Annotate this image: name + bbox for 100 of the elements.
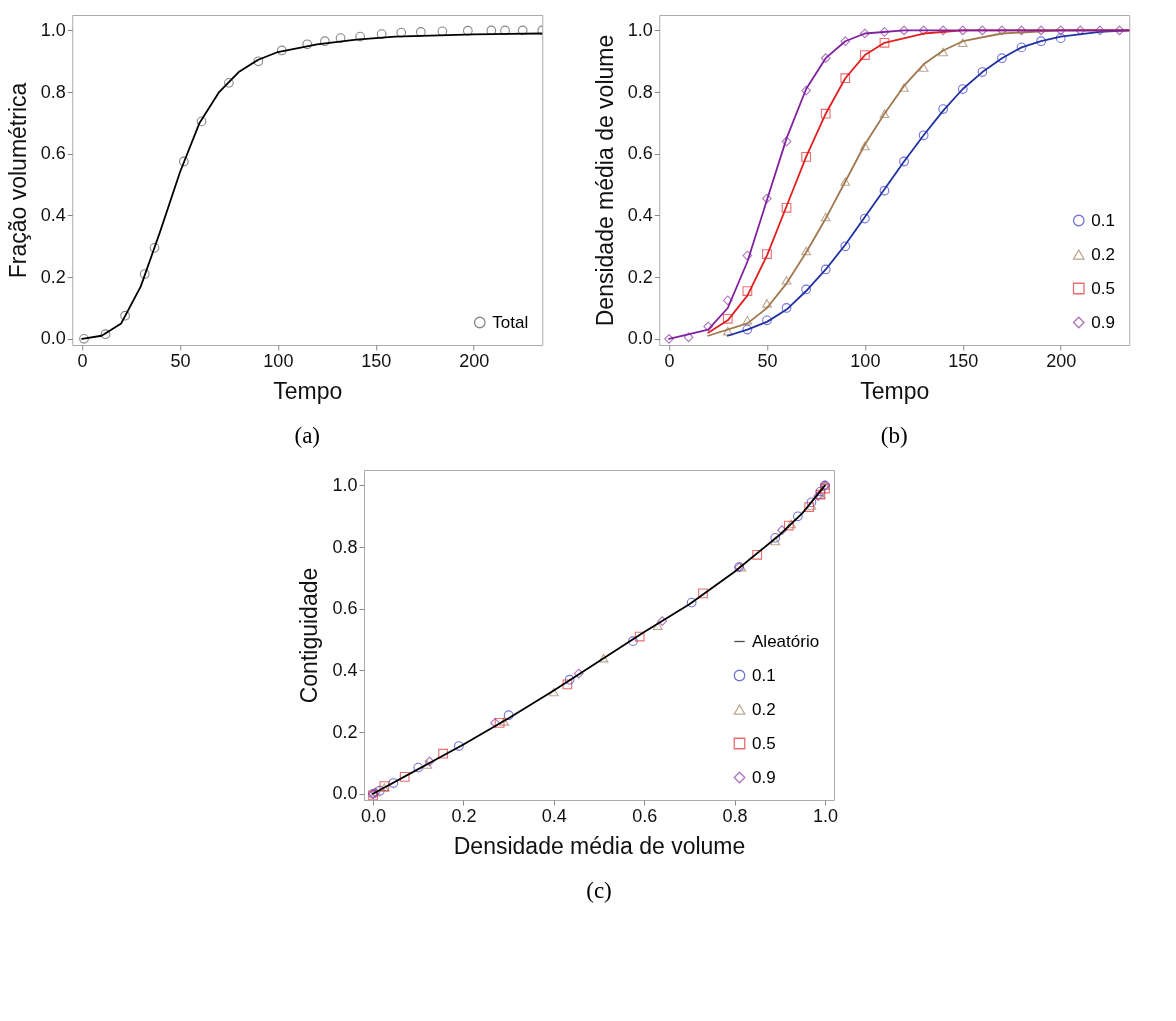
point (415, 27, 426, 37)
x-tick-label: 0.4 (541, 805, 567, 826)
point (486, 25, 497, 36)
point (801, 151, 812, 162)
x-tick-label: 50 (170, 350, 191, 371)
point (302, 39, 313, 50)
point (698, 588, 708, 599)
point (1036, 36, 1047, 47)
point (1114, 25, 1125, 36)
point (977, 67, 988, 77)
point (801, 85, 812, 96)
point (742, 316, 753, 325)
text: (c) (586, 878, 612, 903)
point (253, 56, 264, 67)
point (149, 242, 160, 253)
point (918, 25, 929, 36)
y-tick-label: 0.0 (40, 328, 66, 349)
point (879, 185, 890, 196)
x-tick-label: 0 (77, 350, 88, 371)
point (598, 653, 609, 663)
point (517, 25, 528, 36)
legend-label: 0.1 (1091, 210, 1115, 230)
point (957, 84, 968, 94)
point (742, 286, 753, 296)
point (548, 687, 559, 697)
point (792, 511, 803, 522)
y-tick-label: 0.6 (40, 143, 66, 164)
y-tick-label: 0.2 (40, 266, 66, 287)
y-tick-label: 0.6 (332, 598, 358, 619)
point (820, 108, 831, 119)
point (490, 718, 500, 728)
point (762, 193, 772, 204)
point (938, 25, 949, 36)
point (781, 202, 792, 213)
point (938, 104, 949, 114)
y-tick-label: 0.0 (627, 328, 653, 349)
point (196, 116, 207, 127)
point (820, 212, 831, 222)
x-tick-label: 0.8 (722, 805, 748, 826)
point (100, 329, 111, 340)
point (179, 156, 189, 167)
x-axis-title: Tempo (860, 377, 930, 404)
point (918, 130, 929, 141)
point (335, 33, 346, 43)
point (564, 674, 575, 685)
point (1016, 42, 1027, 53)
point (376, 29, 387, 39)
point (860, 141, 870, 151)
point (762, 249, 772, 259)
point (664, 333, 674, 344)
point (657, 616, 668, 626)
y-tick-label: 1.0 (40, 19, 66, 40)
point (438, 748, 448, 759)
point (703, 321, 714, 332)
point (500, 25, 510, 36)
point (413, 762, 424, 773)
x-axis-title: Densidade média de volume (453, 832, 746, 859)
legend-label: 0.2 (752, 699, 776, 719)
y-tick-label: 0.4 (627, 204, 653, 225)
point (722, 326, 733, 336)
y-tick-label: 1.0 (332, 474, 358, 495)
point (139, 269, 150, 279)
x-tick-label: 0.2 (451, 805, 477, 826)
text: (a) (294, 423, 321, 448)
point (1016, 25, 1027, 36)
line-series (81, 32, 543, 340)
x-axis-title: Tempo (273, 377, 343, 404)
legend-label: 0.5 (752, 733, 776, 753)
x-tick-label: 0.0 (361, 805, 387, 826)
point (562, 679, 573, 690)
point (399, 771, 410, 782)
y-axis-title: Densidade média de volume (591, 34, 618, 327)
x-tick-label: 1.0 (812, 805, 838, 826)
point (224, 77, 234, 88)
point (820, 264, 831, 275)
point (770, 532, 781, 543)
y-tick-label: 0.8 (40, 81, 66, 102)
point (997, 25, 1007, 36)
point (918, 63, 929, 72)
point (777, 525, 787, 536)
point (494, 718, 505, 728)
x-tick-label: 150 (948, 350, 979, 371)
legend-label: Total (492, 312, 529, 332)
y-tick-label: 0.8 (627, 81, 653, 102)
point (840, 177, 851, 186)
y-axis-title: Contiguidade (296, 567, 323, 704)
point (437, 26, 448, 37)
point (860, 213, 870, 224)
point (752, 549, 763, 560)
point (977, 25, 988, 36)
point (899, 83, 909, 92)
x-tick-label: 150 (361, 350, 392, 371)
point (722, 313, 733, 324)
x-tick-label: 200 (459, 350, 490, 371)
point (879, 109, 890, 118)
point (276, 45, 287, 56)
y-tick-label: 0.2 (332, 721, 358, 742)
point (820, 53, 831, 64)
legend-label: Aleatório (752, 631, 820, 651)
point (860, 28, 870, 39)
